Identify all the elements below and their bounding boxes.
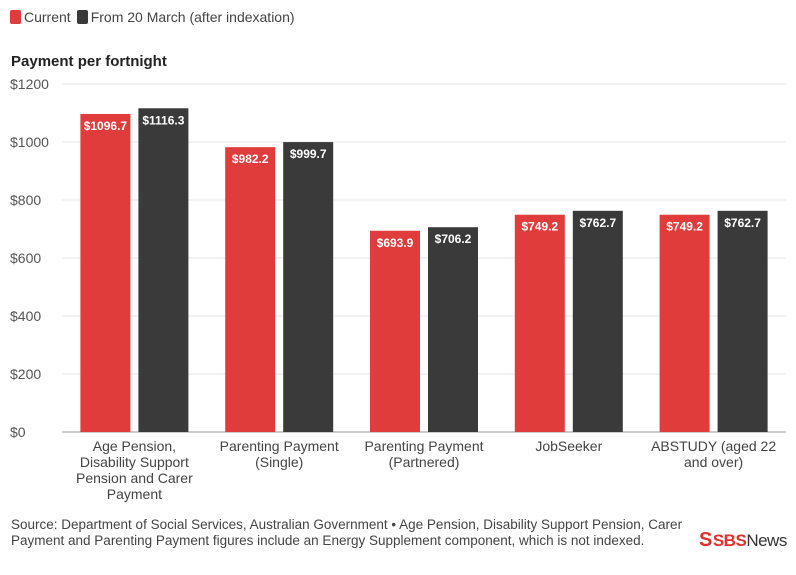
bar-value-label: $749.2 xyxy=(521,220,558,234)
bar-value-label: $749.2 xyxy=(666,220,703,234)
bar-after-indexation xyxy=(428,227,478,432)
y-tick-label: $1200 xyxy=(10,76,49,92)
category-label: Payment xyxy=(107,486,162,502)
bar-value-label: $999.7 xyxy=(290,147,327,161)
y-tick-label: $800 xyxy=(10,192,41,208)
y-tick-label: $0 xyxy=(10,424,26,440)
bar-after-indexation xyxy=(572,210,623,432)
legend-item-after-indexation: From 20 March (after indexation) xyxy=(76,9,295,25)
bar-current xyxy=(370,230,420,432)
legend-swatch-after-indexation xyxy=(76,10,88,24)
y-tick-label: $200 xyxy=(10,366,41,382)
category-label: Parenting Payment xyxy=(364,438,483,454)
bar-after-indexation xyxy=(283,142,334,432)
bar-value-label: $706.2 xyxy=(435,232,472,246)
category-label: Pension and Carer xyxy=(76,470,193,486)
logo-brand: SBS xyxy=(712,530,747,550)
category-label: Parenting Payment xyxy=(220,438,339,454)
bar-value-label: $762.7 xyxy=(724,216,761,230)
category-label: ABSTUDY (aged 22 xyxy=(651,438,776,454)
category-label: Age Pension, xyxy=(93,438,176,454)
y-tick-label: $400 xyxy=(10,308,41,324)
category-label: JobSeeker xyxy=(535,438,602,454)
category-label: (Partnered) xyxy=(389,454,460,470)
bar-after-indexation xyxy=(138,108,189,432)
y-tick-label: $1000 xyxy=(10,134,49,150)
bar-current xyxy=(80,113,131,432)
bar-value-label: $693.9 xyxy=(377,236,414,250)
logo-suffix: News xyxy=(746,530,787,550)
bar-current xyxy=(514,214,565,432)
bar-after-indexation xyxy=(717,210,768,432)
legend-label-after-indexation: From 20 March (after indexation) xyxy=(90,9,295,25)
category-label: (Single) xyxy=(255,454,303,470)
bar-current xyxy=(659,214,710,432)
legend: Current From 20 March (after indexation) xyxy=(10,9,301,25)
legend-item-current: Current xyxy=(10,9,71,25)
bar-value-label: $762.7 xyxy=(579,216,616,230)
bar-value-label: $982.2 xyxy=(232,152,269,166)
category-label: Disability Support xyxy=(80,454,189,470)
legend-swatch-current xyxy=(10,10,21,24)
bar-value-label: $1096.7 xyxy=(84,119,128,133)
bar-chart: $0 $200 $400 $600 $800 $1000 $1200 $1096.7 $1116… xyxy=(10,76,786,502)
y-tick-label: $600 xyxy=(10,250,41,266)
sbs-logo-mark-icon: S xyxy=(699,529,712,551)
category-label: and over) xyxy=(684,454,743,470)
source-note: Source: Department of Social Services, A… xyxy=(11,517,683,548)
y-axis-title: Payment per fortnight xyxy=(11,53,167,70)
bar-current xyxy=(225,147,276,433)
bar-value-label: $1116.3 xyxy=(142,113,184,127)
sbs-news-logo: S SBS News xyxy=(699,529,787,552)
legend-label-current: Current xyxy=(24,9,71,25)
